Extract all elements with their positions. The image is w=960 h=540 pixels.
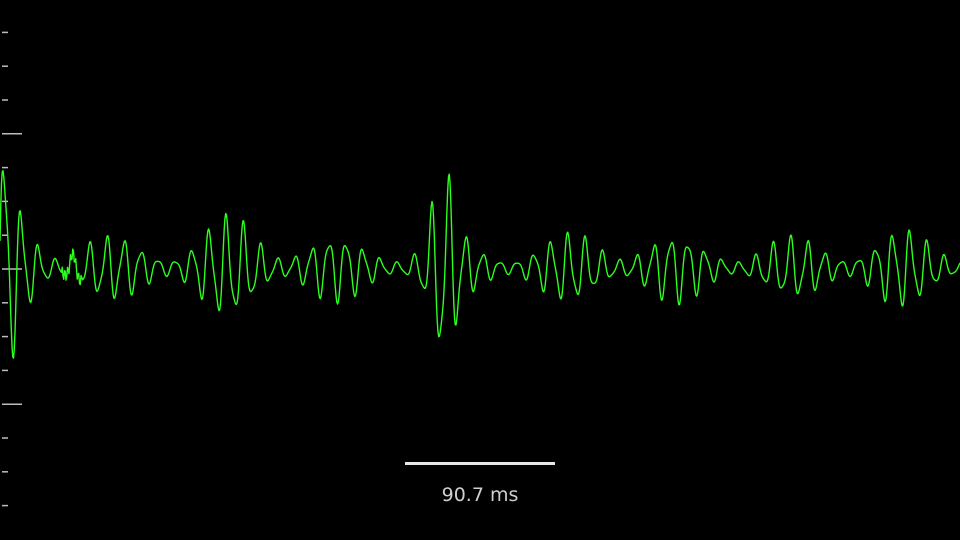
time-scale-label: 90.7 ms (441, 484, 519, 506)
waveform-trace (0, 170, 960, 359)
time-scale-bar (405, 462, 555, 465)
amplitude-axis-ticks (2, 31, 22, 507)
